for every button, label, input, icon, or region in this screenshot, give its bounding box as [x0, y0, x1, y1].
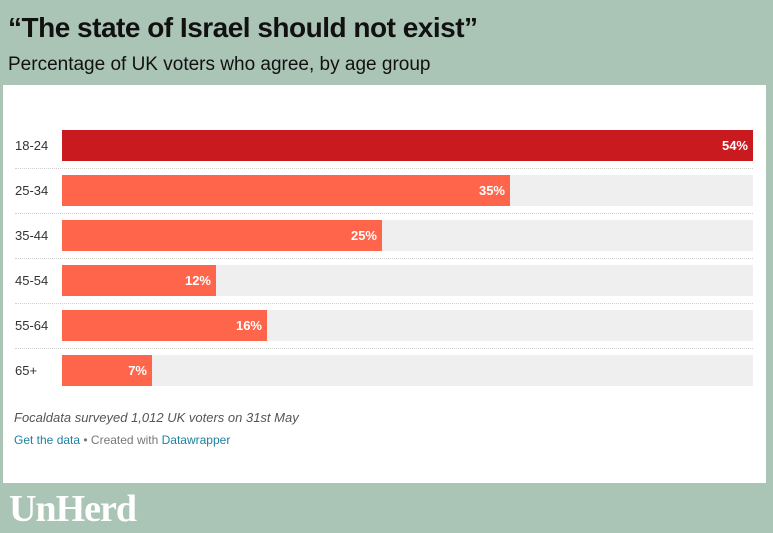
- bar-value-label: 7%: [128, 363, 147, 378]
- row-separator: [15, 303, 753, 304]
- category-label: 45-54: [15, 273, 49, 288]
- bar-value-label: 16%: [235, 318, 262, 333]
- bar: [62, 265, 216, 296]
- footer-credits: Get the data • Created with Datawrapper: [14, 433, 230, 447]
- bar-value-label: 54%: [721, 138, 748, 153]
- bar-track: 25%: [62, 220, 753, 251]
- page-title: “The state of Israel should not exist”: [8, 12, 478, 43]
- bar-track: 35%: [62, 175, 753, 206]
- bar: [62, 220, 382, 251]
- datawrapper-link[interactable]: Datawrapper: [161, 433, 231, 447]
- row-separator: [15, 168, 753, 169]
- bar: [62, 175, 510, 206]
- bar-value-label: 12%: [184, 273, 211, 288]
- bar: [62, 355, 152, 386]
- row-separator: [15, 348, 753, 349]
- row-separator: [15, 213, 753, 214]
- get-the-data-link[interactable]: Get the data: [14, 433, 81, 447]
- category-label: 35-44: [15, 228, 49, 243]
- bar-track: 7%: [62, 355, 753, 386]
- bar: [62, 130, 753, 161]
- source-note: Focaldata surveyed 1,012 UK voters on 31…: [14, 410, 299, 425]
- bar-value-label: 25%: [350, 228, 377, 243]
- bar-track: 54%: [62, 130, 753, 161]
- page-subtitle: Percentage of UK voters who agree, by ag…: [8, 54, 431, 75]
- bar: [62, 310, 267, 341]
- unherd-logo: UnHerd: [9, 488, 137, 530]
- bar-track: 16%: [62, 310, 753, 341]
- category-label: 55-64: [15, 318, 49, 333]
- row-separator: [15, 258, 753, 259]
- category-label: 65+: [15, 363, 38, 378]
- chart-card: 18-24 54% 25-34 35% 35-44 25% 45-54 12% 55-64 16%…: [3, 85, 766, 483]
- footer-separator: • Created with: [80, 433, 162, 447]
- category-label: 25-34: [15, 183, 49, 198]
- bar-track: 12%: [62, 265, 753, 296]
- category-label: 18-24: [15, 138, 49, 153]
- bar-value-label: 35%: [478, 183, 505, 198]
